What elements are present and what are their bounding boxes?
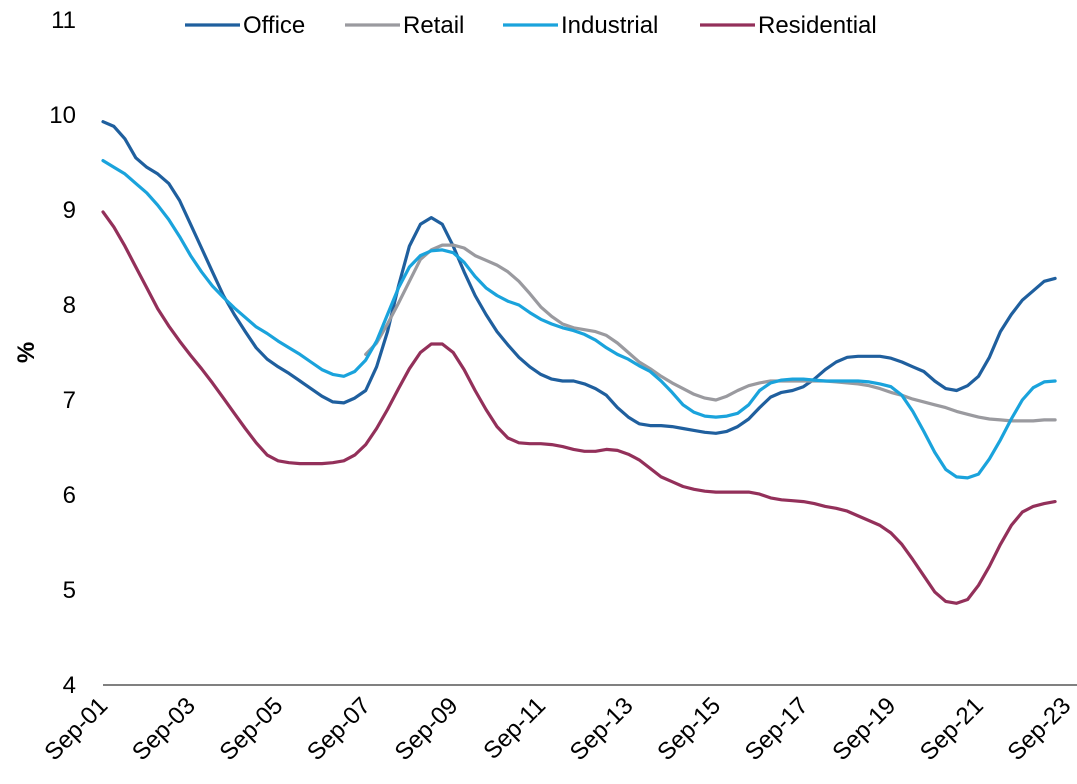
- x-tick-label: Sep-21: [915, 692, 989, 766]
- legend-label-industrial: Industrial: [561, 12, 658, 39]
- y-tick-label: 5: [63, 577, 76, 604]
- x-tick-label: Sep-05: [215, 692, 289, 766]
- x-tick-label: Sep-13: [565, 692, 639, 766]
- legend-label-retail: Retail: [403, 12, 464, 39]
- x-tick-label: Sep-03: [127, 692, 201, 766]
- y-tick-label: 8: [63, 292, 76, 319]
- y-tick-label: 7: [63, 387, 76, 414]
- x-tick-label: Sep-01: [39, 692, 113, 766]
- x-tick-label: Sep-15: [652, 692, 726, 766]
- series-line-industrial: [101, 159, 1057, 480]
- legend: Office Retail Industrial Residential: [185, 12, 877, 39]
- x-tick-label: Sep-07: [302, 692, 376, 766]
- axes: 4 5 6 7 8 9 10 11% Sep-01 Sep-03 Sep-05 Sep-07 Sep-0…: [13, 7, 1077, 766]
- legend-label-office: Office: [243, 12, 305, 39]
- x-tick-label: Sep-19: [827, 692, 901, 766]
- y-axis-label: %: [13, 342, 40, 363]
- y-tick-label: 9: [63, 197, 76, 224]
- x-tick-label: Sep-17: [740, 692, 814, 766]
- y-tick-label: 6: [63, 482, 76, 509]
- series-line-residential: [101, 210, 1057, 605]
- series-line-office: [101, 120, 1057, 435]
- x-tick-label: Sep-11: [478, 692, 551, 765]
- y-tick-label: 10: [49, 102, 76, 129]
- y-tick-label: 11: [51, 7, 76, 34]
- x-tick-label: Sep-09: [390, 692, 464, 766]
- series-lines: [101, 120, 1057, 605]
- series-line-retail: [364, 243, 1057, 423]
- legend-label-residential: Residential: [758, 12, 877, 39]
- y-tick-label: 4: [63, 672, 76, 699]
- x-tick-label: Sep-23: [1002, 692, 1076, 766]
